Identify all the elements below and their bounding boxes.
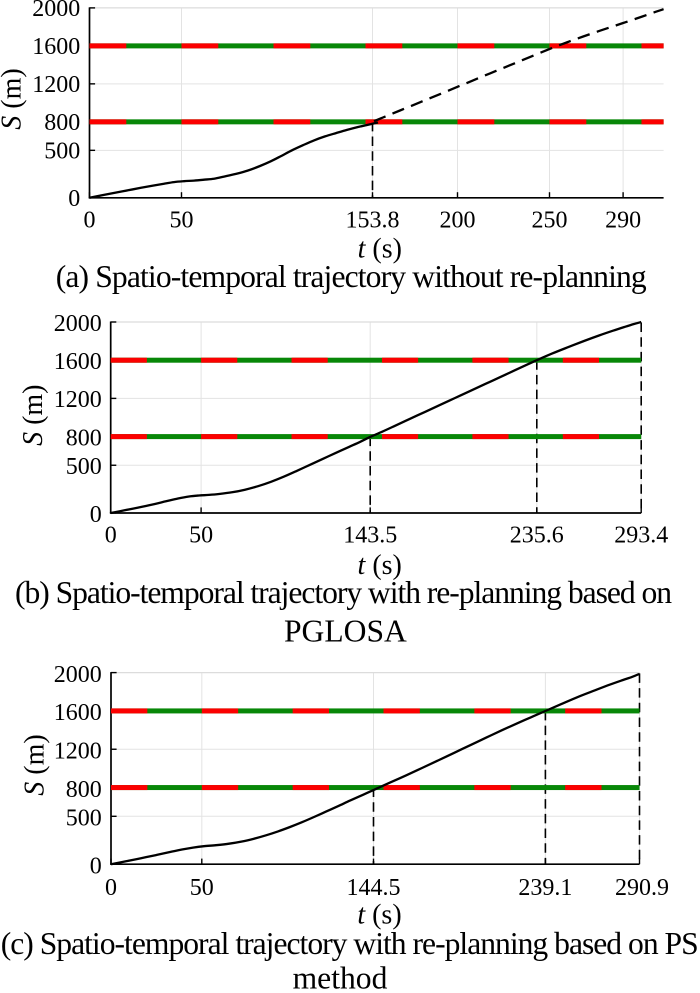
svg-text:1200: 1200	[54, 739, 102, 765]
svg-text:290: 290	[605, 208, 641, 234]
svg-text:S (m): S (m)	[0, 68, 28, 129]
svg-text:2000: 2000	[54, 311, 102, 337]
svg-text:0: 0	[90, 502, 102, 528]
svg-text:293.4: 293.4	[614, 523, 668, 549]
svg-text:239.1: 239.1	[518, 875, 572, 901]
svg-text:143.5: 143.5	[343, 523, 397, 549]
svg-text:235.6: 235.6	[510, 523, 564, 549]
svg-text:1600: 1600	[54, 700, 102, 726]
svg-text:S (m): S (m)	[19, 734, 50, 795]
svg-text:0: 0	[68, 186, 80, 212]
svg-text:PGLOSA: PGLOSA	[284, 614, 407, 649]
svg-text:144.5: 144.5	[347, 875, 401, 901]
svg-text:t (s): t (s)	[358, 234, 402, 265]
svg-text:t (s): t (s)	[357, 899, 401, 930]
svg-text:1600: 1600	[54, 349, 102, 375]
svg-text:S (m): S (m)	[18, 384, 49, 445]
svg-text:1200: 1200	[32, 72, 80, 98]
svg-text:500: 500	[66, 454, 102, 480]
svg-text:500: 500	[44, 138, 80, 164]
svg-text:153.8: 153.8	[346, 208, 400, 234]
svg-text:1600: 1600	[32, 34, 80, 60]
svg-text:800: 800	[66, 425, 102, 451]
svg-text:50: 50	[190, 875, 214, 901]
svg-text:0: 0	[105, 523, 117, 549]
svg-text:t (s): t (s)	[358, 550, 402, 581]
svg-text:(b) Spatio-temporal trajectory: (b) Spatio-temporal trajectory with re-p…	[15, 575, 672, 610]
svg-text:800: 800	[44, 110, 80, 136]
svg-text:(c) Spatio-temporal trajectory: (c) Spatio-temporal trajectory with re-p…	[1, 926, 699, 961]
svg-text:0: 0	[90, 854, 102, 880]
svg-text:1200: 1200	[54, 387, 102, 413]
svg-text:2000: 2000	[54, 662, 102, 688]
svg-text:250: 250	[532, 208, 568, 234]
svg-text:50: 50	[189, 523, 213, 549]
svg-text:800: 800	[66, 777, 102, 803]
svg-text:50: 50	[170, 208, 194, 234]
svg-text:500: 500	[66, 806, 102, 832]
svg-text:290.9: 290.9	[615, 875, 669, 901]
svg-text:2000: 2000	[32, 0, 80, 22]
svg-text:0: 0	[84, 208, 96, 234]
svg-text:(a) Spatio-temporal trajectory: (a) Spatio-temporal trajectory without r…	[56, 259, 647, 294]
svg-text:method: method	[293, 961, 388, 993]
svg-text:0: 0	[105, 875, 117, 901]
svg-text:200: 200	[440, 208, 476, 234]
